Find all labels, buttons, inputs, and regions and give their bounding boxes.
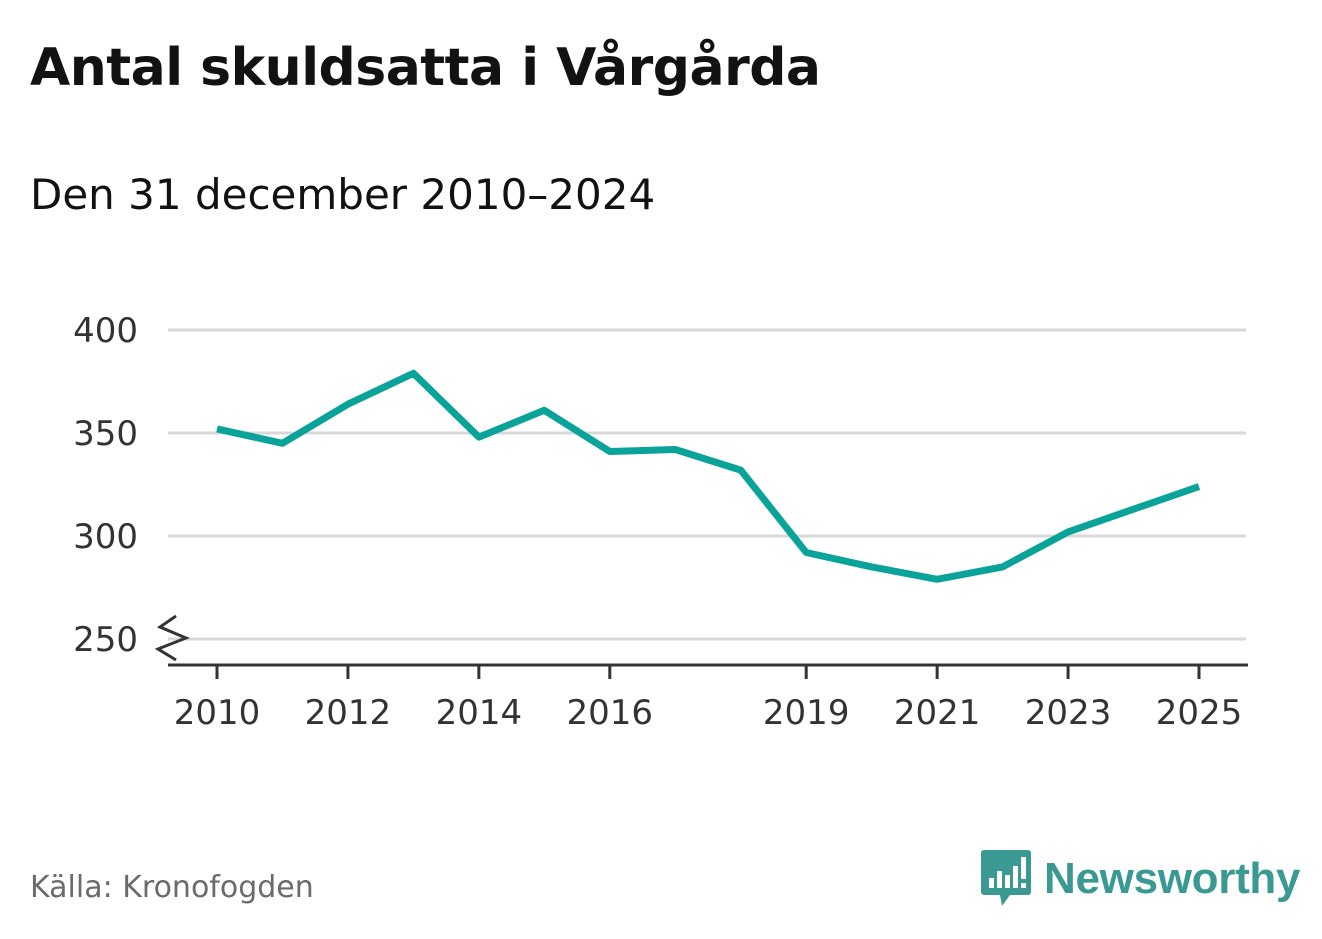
series-line — [216, 369, 1201, 583]
newsworthy-logo-icon — [981, 850, 1031, 906]
brand-logo: Newsworthy — [980, 848, 1300, 910]
y-tick-label: 400 — [73, 311, 138, 351]
x-tick-label: 2025 — [1156, 693, 1243, 733]
x-tick-label: 2014 — [436, 693, 523, 733]
x-tick-label: 2012 — [305, 693, 392, 733]
x-tick-label: 2016 — [567, 693, 654, 733]
x-tick-label: 2019 — [763, 693, 850, 733]
x-tick-label: 2010 — [174, 693, 261, 733]
y-tick-label: 250 — [73, 620, 138, 660]
y-tick-label: 350 — [73, 414, 138, 454]
axis-break-mark — [154, 614, 190, 662]
source-note: Källa: Kronofogden — [30, 870, 314, 905]
x-tick-label: 2021 — [894, 693, 981, 733]
y-tick-label: 300 — [73, 517, 138, 557]
brand-name: Newsworthy — [1044, 854, 1301, 903]
x-tick-label: 2023 — [1025, 693, 1112, 733]
chart-title: Antal skuldsatta i Vårgårda — [30, 38, 821, 98]
chart-subtitle: Den 31 december 2010–2024 — [30, 170, 656, 219]
